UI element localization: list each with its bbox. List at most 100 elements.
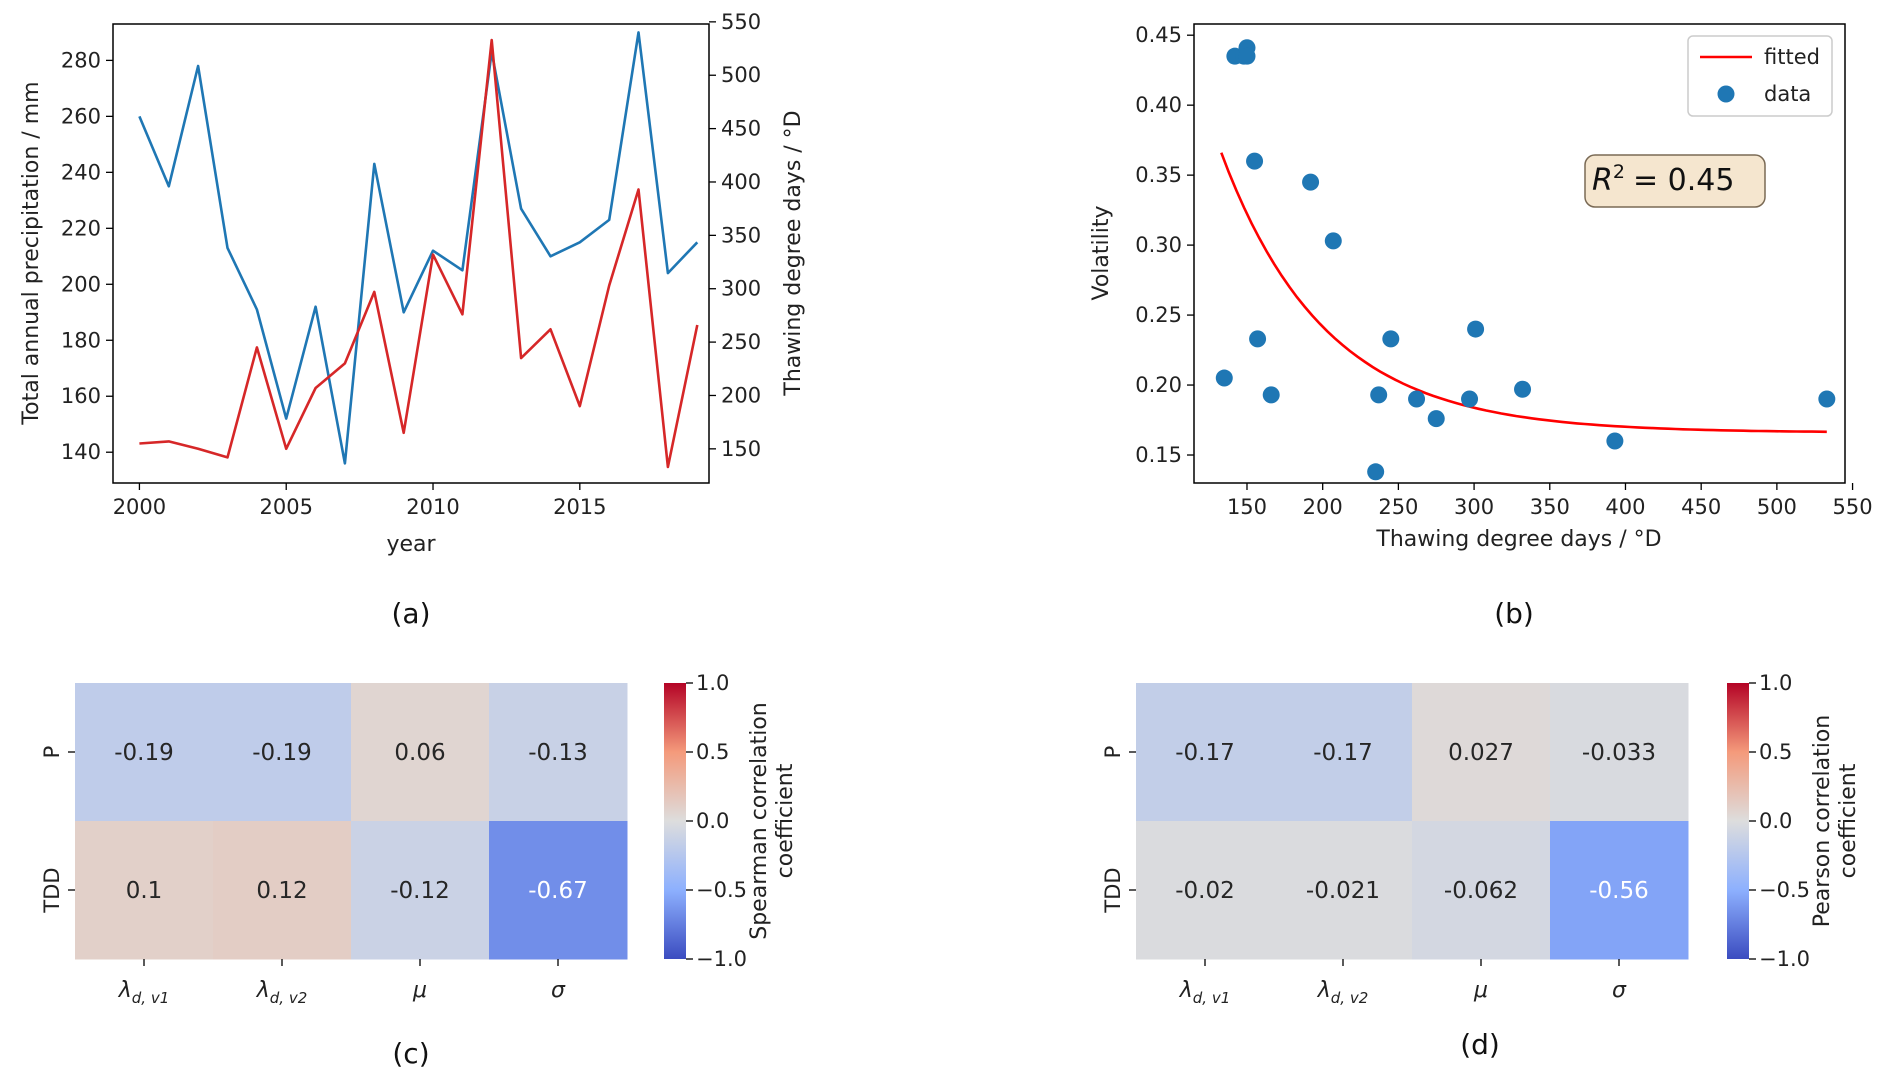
data-point [1382, 330, 1400, 348]
data-point [1246, 152, 1264, 170]
colorbar-tick-label: −1.0 [1759, 947, 1810, 971]
heatmap-cell [351, 683, 490, 822]
y-left-tick-label: 280 [61, 48, 101, 72]
colorbar-label-line2: coefficient [1836, 763, 1861, 878]
data-point [1461, 390, 1479, 408]
heatmap-cell [1274, 683, 1413, 822]
x-tick-label: 400 [1605, 495, 1645, 519]
data-point [1514, 380, 1532, 398]
y-left-tick-label: 140 [61, 440, 101, 464]
heatmap-cell-value: 0.1 [126, 878, 163, 904]
heatmap-cell-value: -0.021 [1306, 878, 1380, 904]
heatmap-cell [75, 821, 214, 960]
colorbar-label-line1: Pearson correlation [1810, 715, 1835, 927]
x-tick-label: 2010 [406, 495, 459, 519]
heatmap-cell-value: 0.06 [394, 740, 445, 766]
y-tick-label: 0.35 [1135, 163, 1182, 187]
x-tick-label: 2005 [259, 495, 312, 519]
r-squared-box [1584, 154, 1766, 208]
y-tick-label: 0.15 [1135, 443, 1182, 467]
heatmap-cell-value: -0.02 [1175, 878, 1235, 904]
colorbar-tick-label: 0.5 [696, 740, 729, 764]
panel-d-label: (d) [1460, 1028, 1500, 1061]
x-tick-label: 500 [1757, 495, 1797, 519]
col-label: μ [412, 978, 427, 1003]
colorbar-tick-label: −0.5 [1759, 878, 1810, 902]
x-tick-label: 550 [1833, 495, 1873, 519]
heatmap-cell [1136, 821, 1275, 960]
data-point [1408, 390, 1426, 408]
heatmap-cell [213, 683, 352, 822]
y-left-tick-label: 220 [61, 216, 101, 240]
heatmap-cell-value: -0.67 [528, 878, 588, 904]
y-right-tick-label: 500 [721, 63, 761, 87]
y-right-tick-label: 550 [721, 10, 761, 34]
y-right-tick-label: 200 [721, 383, 761, 407]
heatmap-cell-value: 0.027 [1448, 740, 1514, 766]
panel-b-xlabel: Thawing degree days / °D [1375, 527, 1661, 552]
panel-a-plot-frame [112, 23, 710, 484]
colorbar-label-line2: coefficient [773, 763, 798, 878]
col-label: σ [1612, 978, 1627, 1003]
colorbar-label-line1: Spearman correlation [747, 702, 772, 940]
heatmap-cell-value: -0.12 [390, 878, 450, 904]
panel-b-ylabel: Volatility [1089, 205, 1114, 300]
y-right-tick-label: 250 [721, 330, 761, 354]
y-right-tick-label: 400 [721, 170, 761, 194]
y-right-tick-label: 150 [721, 437, 761, 461]
colorbar-tick-label: 0.5 [1759, 740, 1792, 764]
heatmap-cell [489, 821, 628, 960]
x-tick-label: 300 [1454, 495, 1494, 519]
heatmap-cell [1136, 683, 1275, 822]
legend-data-swatch [1717, 85, 1735, 103]
heatmap-cell [1550, 683, 1689, 822]
row-label: P [1101, 746, 1125, 759]
panel-b-legend: fitted data [1687, 35, 1833, 117]
y-left-tick-label: 200 [61, 272, 101, 296]
x-tick-label: 2000 [113, 495, 166, 519]
legend-data-label: data [1764, 82, 1811, 106]
data-point [1249, 330, 1267, 348]
y-tick-label: 0.45 [1135, 23, 1182, 47]
col-label: λd, v1 [118, 978, 170, 1007]
heatmap-cell-value: -0.033 [1582, 740, 1656, 766]
r-squared-annotation: R2 = 0.45 [1584, 154, 1766, 208]
panel-c-heatmap: -0.19 -0.19 0.06 -0.13 0.1 0.12 -0.12 -0.67 P TDD… [40, 671, 798, 1070]
panel-a-xlabel: year [386, 532, 436, 557]
panel-c-label: (c) [392, 1037, 429, 1070]
data-point [1367, 463, 1385, 481]
heatmap-cell [75, 683, 214, 822]
data-point [1467, 320, 1485, 338]
row-label: TDD [40, 867, 64, 913]
precipitation-series-line [138, 31, 699, 465]
colorbar-tick-label: 0.0 [1759, 809, 1792, 833]
y-left-tick-label: 180 [61, 328, 101, 352]
x-tick-label: 450 [1681, 495, 1721, 519]
heatmap-cell [1274, 821, 1413, 960]
colorbar-tick-label: 1.0 [696, 671, 729, 695]
panel-b-label: (b) [1494, 597, 1534, 630]
y-tick-label: 0.30 [1135, 233, 1182, 257]
heatmap-cell [351, 821, 490, 960]
data-point [1818, 390, 1836, 408]
col-label: λd, v2 [256, 978, 308, 1007]
panel-b-plot-frame [1193, 23, 1846, 484]
y-tick-label: 0.40 [1135, 93, 1182, 117]
y-left-tick-label: 160 [61, 384, 101, 408]
panel-d-heatmap: -0.17 -0.17 0.027 -0.033 -0.02 -0.021 -0.062 -0… [1101, 671, 1861, 1061]
data-point [1302, 173, 1320, 191]
heatmap-cell [1412, 683, 1551, 822]
heatmap-cell [1412, 821, 1551, 960]
panel-a-label: (a) [391, 597, 430, 630]
heatmap-cell-value: -0.13 [528, 740, 588, 766]
row-label: TDD [1101, 867, 1125, 913]
heatmap-cell-value: -0.17 [1313, 740, 1373, 766]
data-point [1370, 386, 1388, 404]
colorbar [1727, 683, 1749, 959]
x-tick-label: 2015 [553, 495, 606, 519]
fitted-curve [1220, 152, 1827, 434]
col-label: λd, v2 [1317, 978, 1369, 1007]
tdd-series-line [139, 38, 699, 469]
heatmap-cell [213, 821, 352, 960]
